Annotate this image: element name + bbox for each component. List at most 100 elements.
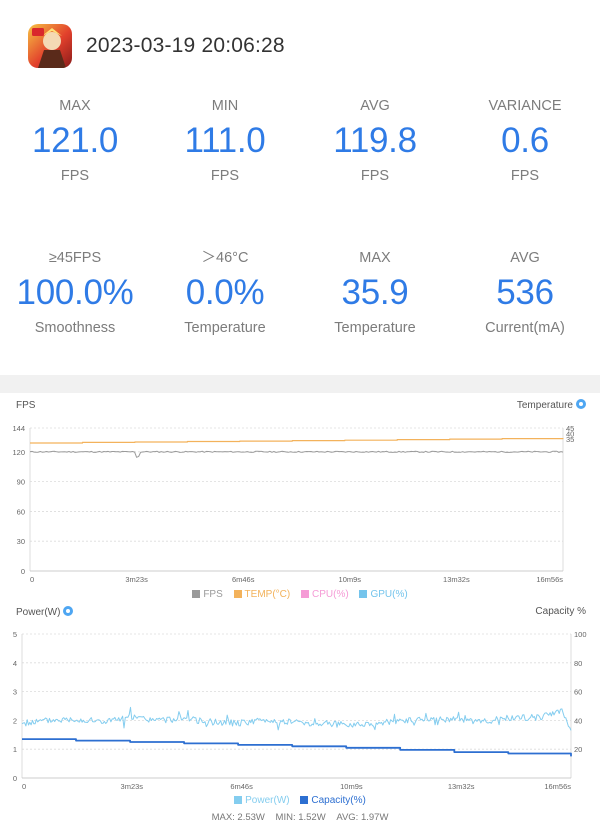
x-tick-label: 6m46s [230,782,253,791]
temperature-axis-title: Temperature [517,399,586,411]
refresh-icon[interactable] [63,606,74,616]
legend-cpu[interactable]: CPU(%) [301,589,349,600]
legend-gpu-label: GPU(%) [370,589,408,600]
legend-power-label: Power(W) [245,795,290,806]
capacity-series-line [22,738,572,757]
right-tick-label: 35 [566,435,574,444]
stat-unit: Temperature [184,320,266,336]
legend-cpu-swatch [301,589,309,598]
capacity-axis-title: Capacity % [535,606,586,617]
x-tick-label: 13m32s [448,782,475,791]
stat-value: 0.6 [501,121,549,160]
stat-avg-fps: AVG 119.8 FPS [300,96,450,186]
left-tick-label: 90 [17,478,25,487]
stat-value: 111.0 [184,121,266,160]
power-max: MAX: 2.53W [211,812,265,823]
stat-label: MAX [359,250,391,266]
stat-unit: Temperature [334,320,416,336]
legend-capacity-swatch [300,795,309,804]
game-app-icon[interactable] [28,24,72,68]
legend-capacity-label: Capacity(%) [311,795,366,806]
x-tick-label: 6m46s [232,575,255,584]
power-summary: MAX: 2.53W MIN: 1.52W AVG: 1.97W [0,812,600,823]
right-tick-label: 60 [574,688,582,697]
report-timestamp: 2023-03-19 20:06:28 [86,34,285,57]
stat-smoothness: ≥45FPS 100.0% Smoothness [0,248,150,338]
stat-unit: FPS [510,168,540,184]
legend-temp-label: TEMP(°C) [244,589,291,600]
right-tick-label: 40 [566,430,574,439]
stat-avg-current: AVG 536 Current(mA) [450,248,600,338]
power-capacity-chart: Power(W) Capacity % 5 4 3 2 1 0 100 80 60 40 20 0 3m… [0,600,600,827]
stat-label: AVG [510,250,540,266]
right-tick-label: 100 [574,630,587,639]
power-avg: AVG: 1.97W [336,812,389,823]
power-axis-label: Power(W) [16,607,61,618]
stat-value: 121.0 [31,121,119,160]
left-tick-label: 4 [13,659,17,668]
stat-variance-fps: VARIANCE 0.6 FPS [450,96,600,186]
right-tick-label: 20 [574,745,582,754]
left-tick-label: 0 [21,567,25,576]
device-stats-row: ≥45FPS 100.0% Smoothness ＞46°C 0.0% Temp… [0,248,600,338]
temp-series-line [30,438,564,444]
legend-gpu-swatch [359,589,368,598]
stat-label: AVG [360,98,390,114]
power-min: MIN: 1.52W [275,812,326,823]
stat-value: 0.0% [185,273,265,312]
power-axis-title: Power(W) [16,606,74,618]
stat-min-fps: MIN 111.0 FPS [150,96,300,186]
legend-cpu-label: CPU(%) [312,589,349,600]
right-tick-label: 40 [574,716,582,725]
power-series-line [21,706,572,731]
x-tick-label: 16m56s [544,782,571,791]
legend-temp-swatch [233,589,242,598]
legend-fps-label: FPS [203,589,223,600]
refresh-icon[interactable] [576,399,586,409]
stat-value: 536 [496,273,554,312]
x-tick-label: 10m9s [339,575,362,584]
stat-value: 35.9 [341,273,409,312]
stat-value: 100.0% [16,273,134,312]
left-tick-label: 5 [13,630,17,639]
x-tick-label: 10m9s [340,782,363,791]
x-tick-label: 3m23s [125,575,148,584]
fps-axis-title: FPS [16,400,36,411]
left-tick-label: 3 [13,688,17,697]
legend-fps[interactable]: FPS [192,589,223,600]
fps-series-line [29,450,564,458]
left-tick-label: 144 [12,424,25,433]
fps-chart-legend: FPS TEMP(°C) CPU(%) GPU(%) [0,589,600,600]
right-tick-label: 45 [566,424,574,433]
stat-max-temp: MAX 35.9 Temperature [300,248,450,338]
stat-label: MAX [59,98,91,114]
fps-stats-row: MAX 121.0 FPS MIN 111.0 FPS AVG 119.8 FP… [0,96,600,186]
x-tick-label: 3m23s [121,782,144,791]
stat-unit: Smoothness [34,320,116,336]
stat-unit: FPS [210,168,240,184]
temperature-axis-label: Temperature [516,400,573,411]
power-capacity-plot: 5 4 3 2 1 0 100 80 60 40 20 0 3m23s 6m46s 10m9s 13m32s 1… [13,630,587,791]
left-tick-label: 0 [13,774,17,783]
legend-gpu[interactable]: GPU(%) [359,589,408,600]
stat-value: 119.8 [333,121,417,160]
legend-capacity[interactable]: Capacity(%) [300,795,366,806]
left-tick-label: 1 [13,745,17,754]
stat-label: VARIANCE [488,98,562,114]
left-tick-label: 60 [17,507,25,516]
x-tick-label: 16m56s [536,575,563,584]
section-divider [0,375,600,393]
stat-label: ≥45FPS [48,250,102,266]
left-tick-label: 2 [13,716,17,725]
stat-label: MIN [211,98,239,114]
legend-power[interactable]: Power(W) [234,795,290,806]
stat-unit: FPS [360,168,390,184]
stat-label: ＞46°C [201,250,249,266]
legend-fps-swatch [192,589,201,598]
left-tick-label: 30 [17,537,25,546]
report-header: 2023-03-19 20:06:28 [28,24,285,68]
fps-temperature-chart: FPS Temperature 144 120 90 60 30 0 45 40 35 0 3m23… [0,393,600,605]
stat-over-temp: ＞46°C 0.0% Temperature [150,248,300,338]
legend-temp[interactable]: TEMP(°C) [233,589,291,600]
